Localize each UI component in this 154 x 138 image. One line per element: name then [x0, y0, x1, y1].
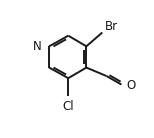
Text: N: N	[33, 40, 42, 53]
Text: O: O	[126, 79, 136, 92]
Text: Cl: Cl	[63, 100, 74, 113]
Text: Br: Br	[105, 20, 118, 33]
